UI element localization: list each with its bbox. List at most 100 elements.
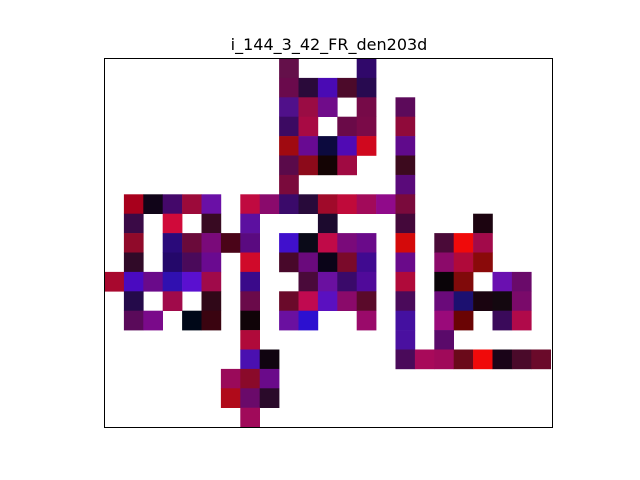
heatmap-cell	[279, 291, 299, 311]
heatmap-cell	[395, 116, 416, 137]
heatmap-cell	[259, 349, 280, 370]
heatmap-cell	[473, 291, 493, 311]
heatmap-cell	[240, 349, 260, 370]
heatmap-cell	[201, 233, 222, 253]
heatmap-cell	[162, 291, 183, 311]
heatmap-cell	[317, 252, 338, 273]
heatmap-cell	[453, 233, 474, 253]
heatmap-cell	[492, 291, 513, 311]
heatmap-cell	[395, 291, 416, 311]
heatmap-cell	[201, 310, 222, 331]
heatmap-cell	[123, 252, 144, 273]
heatmap-cell	[434, 252, 454, 273]
heatmap-cell	[240, 407, 260, 428]
heatmap-cell	[279, 174, 299, 195]
heatmap-cell	[279, 58, 299, 79]
heatmap-cell	[317, 155, 338, 176]
heatmap-cell	[317, 97, 338, 117]
heatmap-cell	[453, 310, 474, 331]
heatmap-cell	[434, 271, 454, 292]
heatmap-cell	[317, 291, 338, 311]
heatmap-cell	[279, 97, 299, 117]
heatmap-cell	[298, 252, 319, 273]
heatmap-cell	[511, 310, 532, 331]
heatmap-cell	[298, 271, 319, 292]
heatmap-cell	[337, 252, 357, 273]
heatmap-cell	[492, 271, 513, 292]
heatmap-cell	[395, 136, 416, 156]
heatmap-cell	[511, 271, 532, 292]
heatmap-cell	[201, 271, 222, 292]
heatmap-cell	[317, 213, 338, 234]
heatmap-cell	[395, 271, 416, 292]
heatmap-cell	[162, 194, 183, 214]
heatmap-cell	[220, 388, 241, 408]
heatmap-cell	[337, 194, 357, 214]
heatmap-cell	[356, 271, 377, 292]
heatmap-cell	[395, 330, 416, 350]
heatmap-cell	[356, 58, 377, 79]
heatmap-cell	[395, 252, 416, 273]
heatmap-cell	[434, 233, 454, 253]
heatmap-cell	[414, 349, 435, 370]
heatmap-cell	[298, 291, 319, 311]
plot-area-frame	[104, 58, 553, 428]
heatmap-cell	[376, 194, 396, 214]
heatmap-cell	[337, 136, 357, 156]
heatmap-cell	[123, 194, 144, 214]
heatmap-cell	[279, 252, 299, 273]
heatmap-cell	[279, 77, 299, 98]
heatmap-cell	[434, 330, 454, 350]
heatmap-cell	[162, 213, 183, 234]
heatmap-cell	[473, 349, 493, 370]
heatmap-cell	[298, 77, 319, 98]
heatmap-cell	[434, 310, 454, 331]
heatmap-cell	[240, 271, 260, 292]
heatmap-cells	[104, 58, 551, 428]
heatmap-cell	[279, 233, 299, 253]
heatmap-cell	[298, 233, 319, 253]
heatmap-cell	[201, 194, 222, 214]
heatmap-cell	[143, 194, 163, 214]
heatmap-cell	[395, 97, 416, 117]
heatmap-cell	[298, 116, 319, 137]
heatmap-cell	[337, 77, 357, 98]
heatmap-cell	[395, 349, 416, 370]
heatmap-cell	[162, 252, 183, 273]
heatmap-cell	[240, 194, 260, 214]
heatmap-cell	[240, 291, 260, 311]
heatmap-cell	[240, 233, 260, 253]
heatmap-cell	[356, 233, 377, 253]
heatmap-cell	[492, 310, 513, 331]
heatmap-cell	[182, 252, 202, 273]
heatmap-cell	[123, 213, 144, 234]
heatmap-cell	[356, 116, 377, 137]
heatmap-cell	[162, 233, 183, 253]
heatmap-cell	[240, 252, 260, 273]
heatmap-cell	[104, 271, 125, 292]
heatmap-cell	[356, 291, 377, 311]
heatmap-cell	[395, 194, 416, 214]
heatmap-cell	[240, 330, 260, 350]
heatmap-cell	[434, 291, 454, 311]
heatmap-cell	[182, 271, 202, 292]
heatmap-cell	[240, 213, 260, 234]
heatmap-cell	[143, 271, 163, 292]
heatmap-cell	[182, 310, 202, 331]
heatmap-cell	[123, 271, 144, 292]
heatmap-cell	[182, 194, 202, 214]
heatmap-cell	[337, 116, 357, 137]
heatmap-cell	[356, 136, 377, 156]
heatmap-cell	[511, 349, 532, 370]
heatmap-cell	[395, 155, 416, 176]
heatmap-cell	[356, 194, 377, 214]
heatmap-cell	[162, 271, 183, 292]
heatmap-cell	[395, 174, 416, 195]
heatmap-cell	[356, 310, 377, 331]
heatmap-cell	[317, 194, 338, 214]
heatmap-cell	[395, 310, 416, 331]
heatmap-cell	[337, 155, 357, 176]
heatmap-cell	[511, 291, 532, 311]
heatmap-cell	[453, 252, 474, 273]
